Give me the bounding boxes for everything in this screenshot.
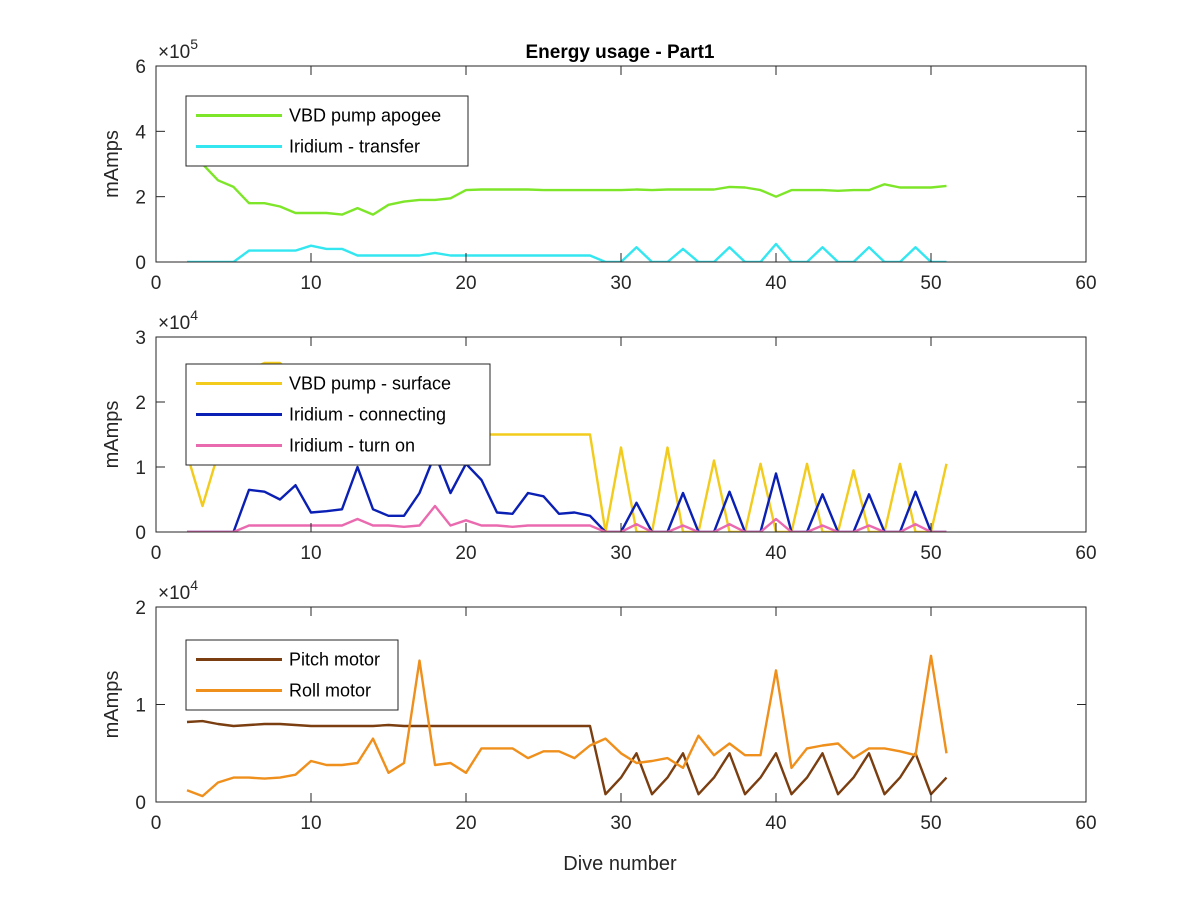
x-tick-label: 30: [610, 273, 631, 294]
series-line-roll-motor: [186, 654, 948, 798]
legend: VBD pump apogee Iridium - transfer: [185, 95, 469, 167]
legend-box: [185, 95, 469, 167]
y-tick-label: 2: [135, 598, 146, 619]
x-tick-label: 60: [1075, 273, 1096, 294]
y-tick-label: 4: [135, 122, 146, 143]
series-line-pitch-motor: [186, 719, 948, 796]
legend-label: Pitch motor: [289, 650, 380, 670]
x-tick-label: 60: [1075, 543, 1096, 564]
y-exponent-power: 5: [190, 36, 198, 52]
y-exponent-power: 4: [190, 577, 198, 593]
legend-label: VBD pump - surface: [289, 374, 451, 394]
y-tick-label: 6: [135, 57, 146, 78]
x-tick-label: 20: [455, 813, 476, 834]
series-line-iridium-transfer: [187, 242, 947, 262]
legend-label: Roll motor: [289, 681, 371, 701]
y-tick-label: 2: [135, 188, 146, 209]
series-line-vbd-pump-apogee: [201, 163, 947, 216]
x-tick-label: 0: [151, 273, 162, 294]
x-tick-label: 10: [300, 273, 321, 294]
x-tick-label: 50: [920, 813, 941, 834]
y-tick-label: 1: [135, 458, 146, 479]
legend-label: Iridium - turn on: [289, 436, 415, 456]
y-axis-label: mAmps: [101, 401, 123, 469]
chart-title: Energy usage - Part1: [525, 42, 714, 63]
x-tick-label: 50: [920, 273, 941, 294]
legend-label: Iridium - connecting: [289, 405, 446, 425]
x-tick-label: 0: [151, 543, 162, 564]
y-tick-label: 0: [135, 253, 146, 274]
x-tick-label: 40: [765, 543, 786, 564]
y-tick-label: 3: [135, 328, 146, 349]
legend: VBD pump - surface Iridium - connecting Ir…: [185, 363, 491, 466]
x-tick-label: 10: [300, 813, 321, 834]
y-tick-label: 2: [135, 393, 146, 414]
x-tick-label: 30: [610, 813, 631, 834]
series-lines: [187, 163, 947, 262]
y-exponent-power: 4: [190, 307, 198, 323]
y-tick-label: 0: [135, 793, 146, 814]
x-tick-label: 40: [765, 273, 786, 294]
x-tick-label: 30: [610, 543, 631, 564]
y-tick-label: 1: [135, 696, 146, 717]
y-axis-label: mAmps: [101, 671, 123, 739]
series-line-iridium-turn-on: [187, 504, 947, 532]
x-tick-label: 0: [151, 813, 162, 834]
legend-box: [185, 639, 399, 711]
y-tick-label: 0: [135, 523, 146, 544]
x-tick-label: 20: [455, 543, 476, 564]
legend-label: VBD pump apogee: [289, 106, 441, 126]
legend-label: Iridium - transfer: [289, 137, 420, 157]
series-line-iridium-connecting: [187, 452, 947, 532]
x-tick-label: 50: [920, 543, 941, 564]
y-axis-label: mAmps: [101, 130, 123, 198]
x-tick-label: 10: [300, 543, 321, 564]
x-tick-label: 40: [765, 813, 786, 834]
x-tick-label: 60: [1075, 813, 1096, 834]
series-lines: [186, 654, 948, 798]
x-tick-label: 20: [455, 273, 476, 294]
x-axis-label: Dive number: [563, 853, 677, 875]
legend: Pitch motor Roll motor: [185, 639, 399, 711]
